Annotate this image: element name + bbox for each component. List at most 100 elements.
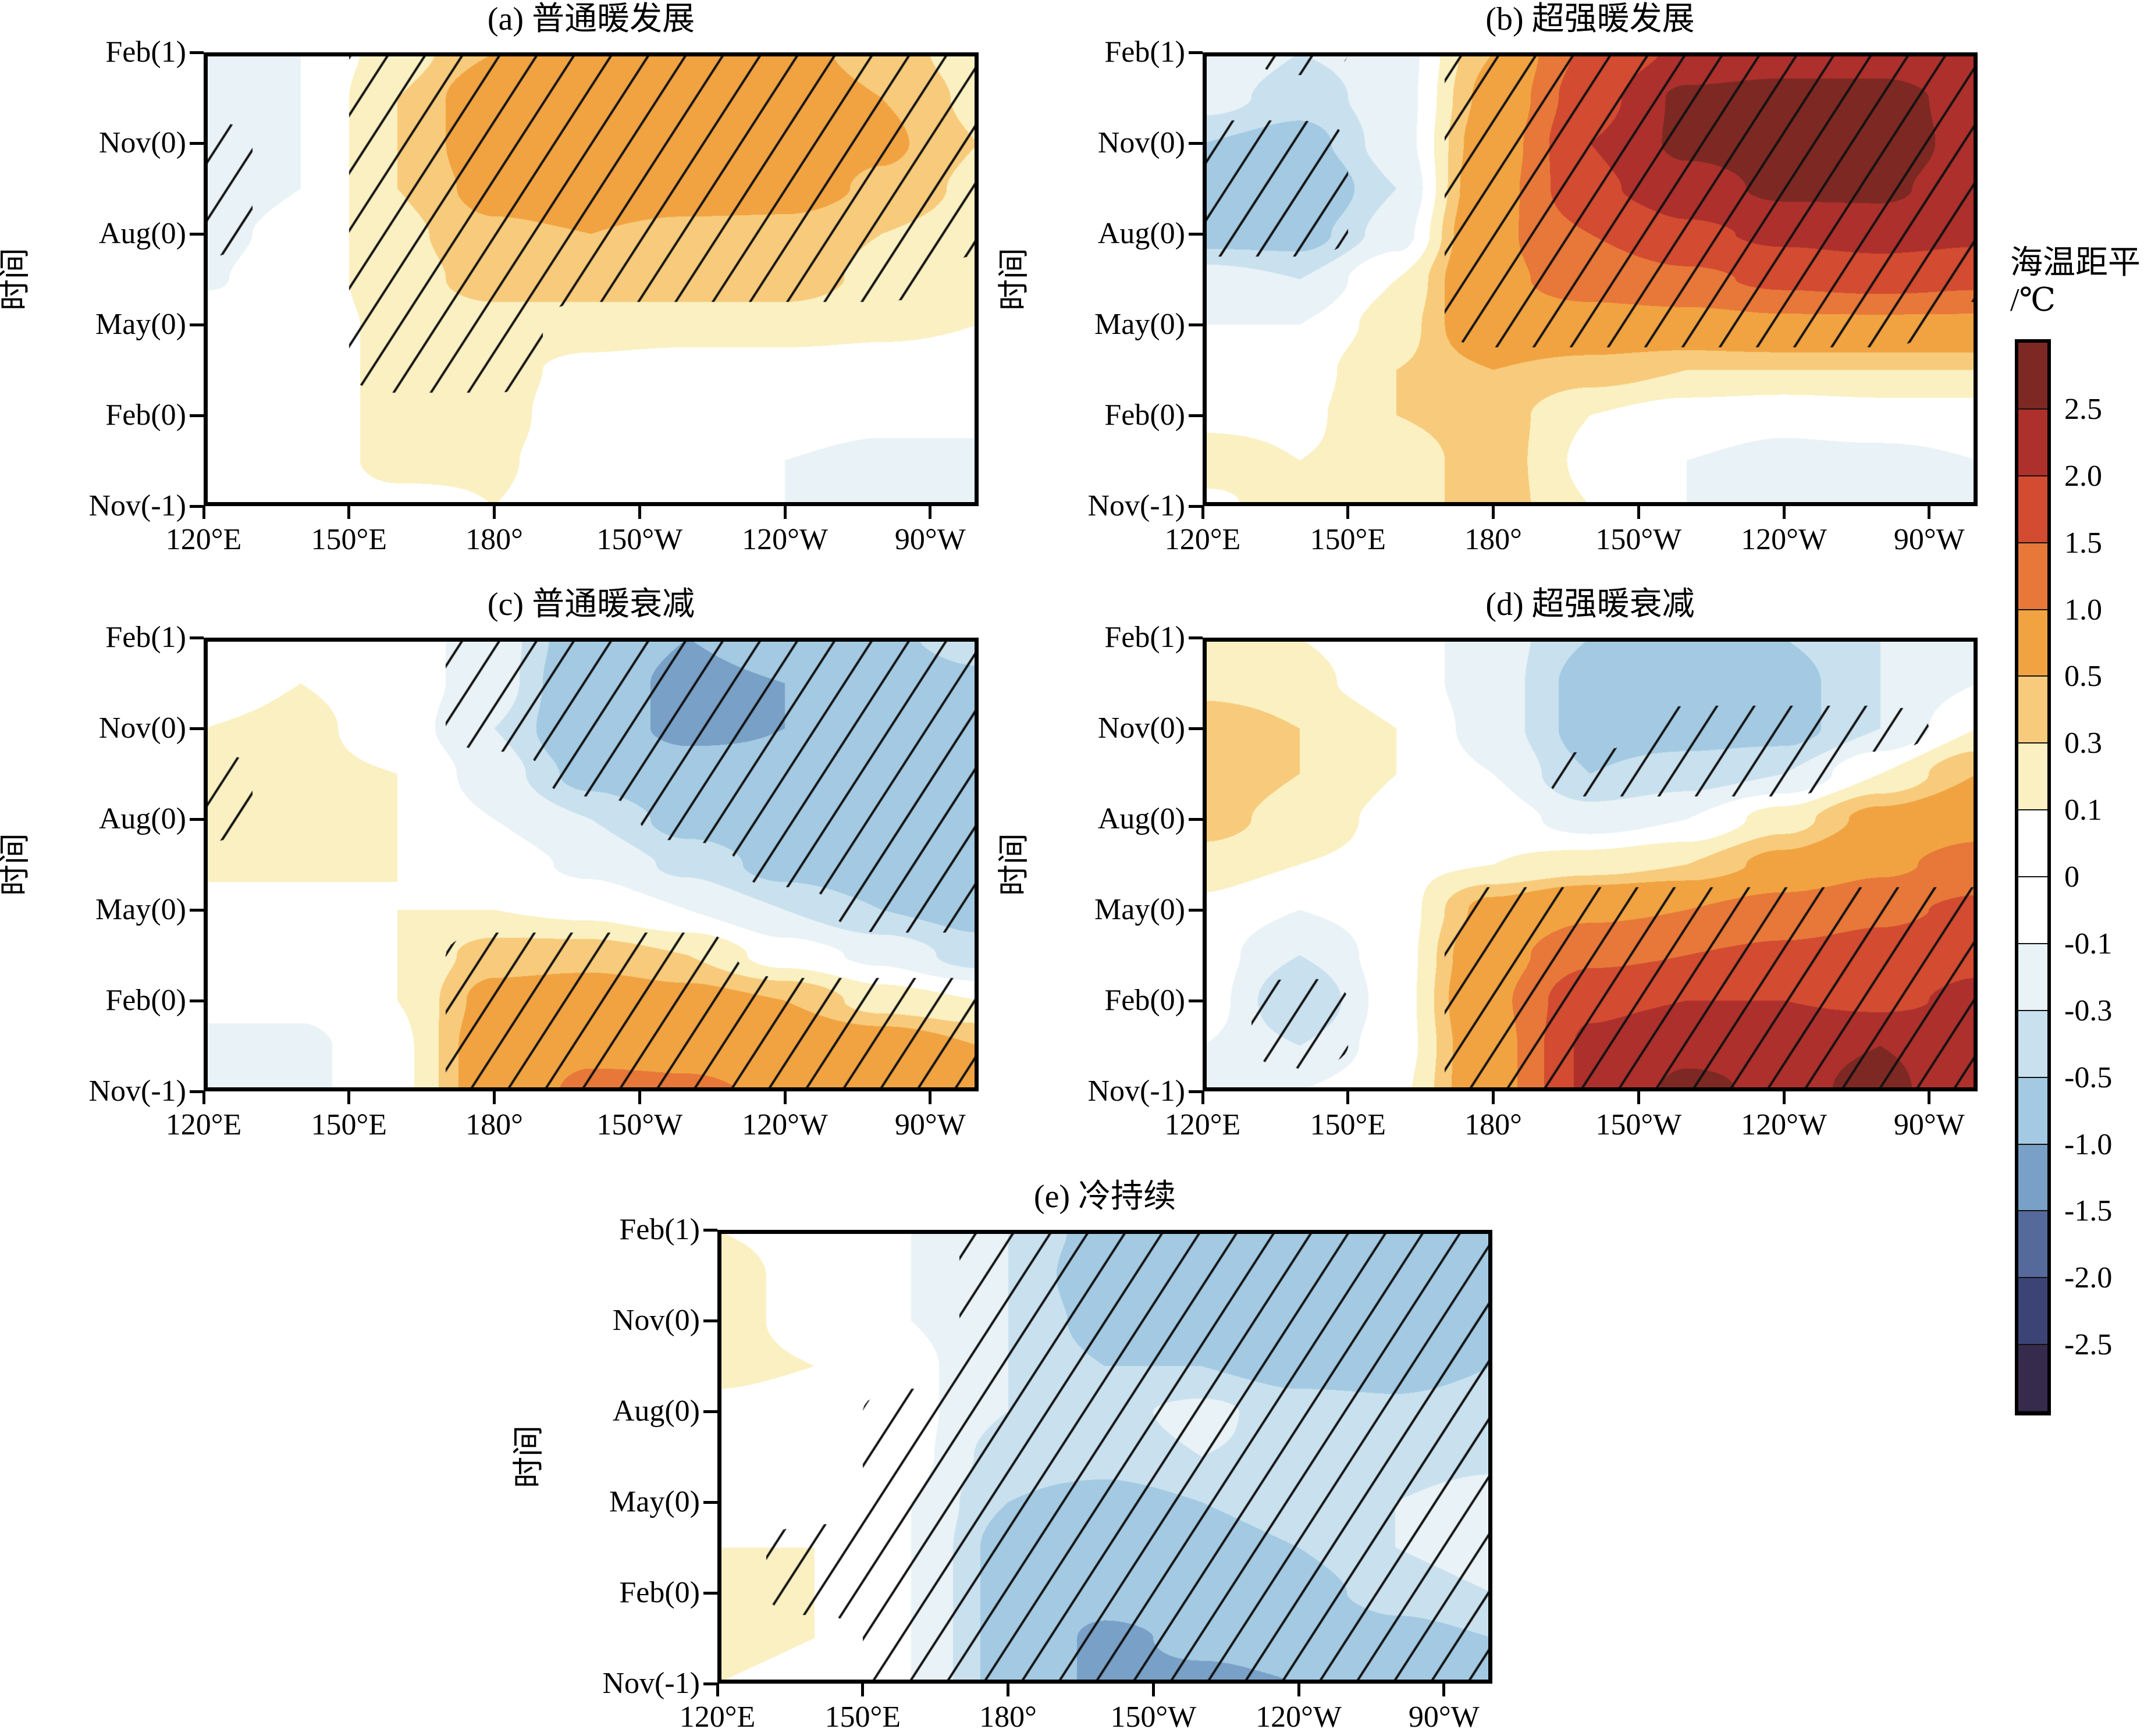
plot-frame	[1203, 52, 1978, 506]
x-tick-mark	[347, 506, 351, 519]
y-tick-label: Nov(-1)	[1087, 1075, 1185, 1108]
colorbar-band	[2018, 1278, 2047, 1346]
y-tick-label: Feb(1)	[1104, 621, 1185, 654]
x-tick-label: 150°W	[1110, 1701, 1197, 1734]
x-tick-label: 150°E	[1310, 1108, 1386, 1141]
colorbar-band	[2018, 877, 2047, 944]
colorbar-band	[2018, 610, 2047, 677]
x-tick-label: 180°	[1464, 1108, 1522, 1141]
colorbar-tick-label: 0	[2064, 860, 2079, 894]
panel-title: (a) 普通暖发展	[487, 1, 695, 37]
x-tick-mark	[1928, 1091, 1931, 1104]
panel-title: (d) 超强暖衰减	[1485, 586, 1695, 622]
colorbar-tick-label: -2.5	[2064, 1328, 2113, 1362]
colorbar-band	[2018, 409, 2047, 476]
plot-frame	[204, 638, 979, 1091]
colorbar-band	[2018, 1211, 2047, 1279]
colorbar-band	[2018, 343, 2047, 410]
y-tick-label: May(0)	[1094, 308, 1185, 341]
y-tick-mark	[190, 51, 204, 54]
x-tick-mark	[1442, 1684, 1446, 1696]
x-tick-label: 180°	[465, 1108, 523, 1141]
y-tick-label: May(0)	[95, 893, 186, 926]
y-tick-label: May(0)	[95, 308, 186, 341]
y-tick-label: May(0)	[609, 1485, 700, 1518]
x-tick-mark	[929, 1091, 932, 1104]
panel-a: (a) 普通暖发展 时间 Feb(1) Nov(0) Aug(0) May(0) Feb(0…	[0, 1, 979, 556]
x-tick-mark	[493, 506, 496, 519]
y-tick-mark	[703, 1228, 717, 1232]
sst-anomaly-field	[204, 638, 979, 1091]
y-tick-mark	[1189, 727, 1203, 730]
x-tick-mark	[1297, 1684, 1300, 1696]
sst-anomaly-field	[717, 1230, 1492, 1684]
x-tick-label: 150°W	[1595, 523, 1682, 556]
y-tick-mark	[703, 1682, 717, 1685]
colorbar-tick-label: -0.3	[2064, 994, 2113, 1027]
colorbar-band	[2018, 543, 2047, 610]
y-axis-label: 时间	[511, 1425, 546, 1488]
panel-e: (e) 冷持续 时间 Feb(1) Nov(0) Aug(0) May(0) Feb(0) N…	[511, 1179, 1492, 1734]
x-tick-mark	[1637, 1091, 1640, 1104]
y-tick-mark	[1189, 817, 1203, 821]
y-tick-label: Nov(-1)	[88, 1075, 186, 1108]
y-tick-mark	[190, 504, 204, 508]
y-tick-label: Nov(0)	[98, 126, 186, 159]
sst-anomaly-field	[1203, 638, 1978, 1091]
y-tick-label: Feb(0)	[105, 984, 186, 1017]
x-tick-label: 120°W	[1256, 1701, 1342, 1734]
y-tick-label: May(0)	[1094, 893, 1185, 926]
y-tick-mark	[190, 727, 204, 730]
x-tick-label: 120°W	[742, 523, 828, 556]
y-tick-mark	[1189, 504, 1203, 508]
x-tick-mark	[861, 1684, 865, 1696]
y-tick-label: Nov(0)	[98, 712, 186, 745]
sst-anomaly-field	[1203, 52, 1978, 506]
x-tick-label: 90°W	[1893, 523, 1965, 556]
x-tick-label: 90°W	[894, 1108, 966, 1141]
x-tick-label: 120°E	[1164, 523, 1241, 556]
y-axis-label: 时间	[0, 248, 33, 311]
y-tick-label: Nov(0)	[1097, 712, 1185, 745]
plot-frame	[1203, 638, 1978, 1091]
panel-d: (d) 超强暖衰减 时间 Feb(1) Nov(0) Aug(0) May(0) Feb(0…	[997, 586, 1978, 1141]
panel-title: (b) 超强暖发展	[1485, 1, 1695, 37]
y-tick-mark	[1189, 323, 1203, 326]
colorbar-title: 海温距平	[2010, 245, 2141, 281]
y-tick-label: Nov(-1)	[88, 489, 186, 522]
panel-c: (c) 普通暖衰减 时间 Feb(1) Nov(0) Aug(0) May(0) Feb(0…	[0, 586, 979, 1141]
y-tick-label: Feb(0)	[1104, 399, 1185, 432]
x-tick-label: 180°	[465, 523, 523, 556]
x-tick-mark	[783, 506, 787, 519]
y-tick-mark	[190, 141, 204, 145]
x-tick-label: 90°W	[894, 523, 966, 556]
colorbar-tick-label: 0.3	[2064, 727, 2102, 760]
colorbar-tick-label: -2.0	[2064, 1261, 2113, 1295]
x-tick-mark	[638, 506, 641, 519]
colorbar-band	[2018, 1345, 2047, 1412]
x-tick-mark	[202, 506, 205, 519]
x-tick-mark	[783, 1091, 787, 1104]
x-tick-label: 120°E	[165, 523, 242, 556]
y-tick-mark	[703, 1319, 717, 1322]
x-tick-mark	[1492, 1091, 1495, 1104]
colorbar-tick-label: -0.5	[2064, 1061, 2113, 1094]
x-tick-mark	[716, 1684, 719, 1696]
x-tick-mark	[638, 1091, 641, 1104]
y-tick-mark	[190, 1090, 204, 1093]
y-axis-label: 时间	[0, 833, 33, 896]
y-tick-label: Nov(0)	[1097, 126, 1185, 159]
x-tick-label: 180°	[1464, 523, 1522, 556]
x-tick-mark	[1782, 1091, 1786, 1104]
y-tick-label: Nov(-1)	[1087, 489, 1185, 522]
x-tick-label: 150°W	[596, 523, 683, 556]
panel-b: (b) 超强暖发展 时间 Feb(1) Nov(0) Aug(0) May(0) Feb(0…	[997, 1, 1978, 556]
y-tick-mark	[1189, 1090, 1203, 1093]
x-tick-mark	[493, 1091, 496, 1104]
colorbar-band	[2018, 1011, 2047, 1078]
y-tick-label: Nov(0)	[612, 1304, 700, 1337]
y-tick-label: Aug(0)	[612, 1395, 700, 1428]
colorbar-tick-label: 0.5	[2064, 660, 2102, 693]
panel-title: (c) 普通暖衰减	[487, 586, 695, 622]
colorbar-tick-label: -1.5	[2064, 1194, 2113, 1228]
